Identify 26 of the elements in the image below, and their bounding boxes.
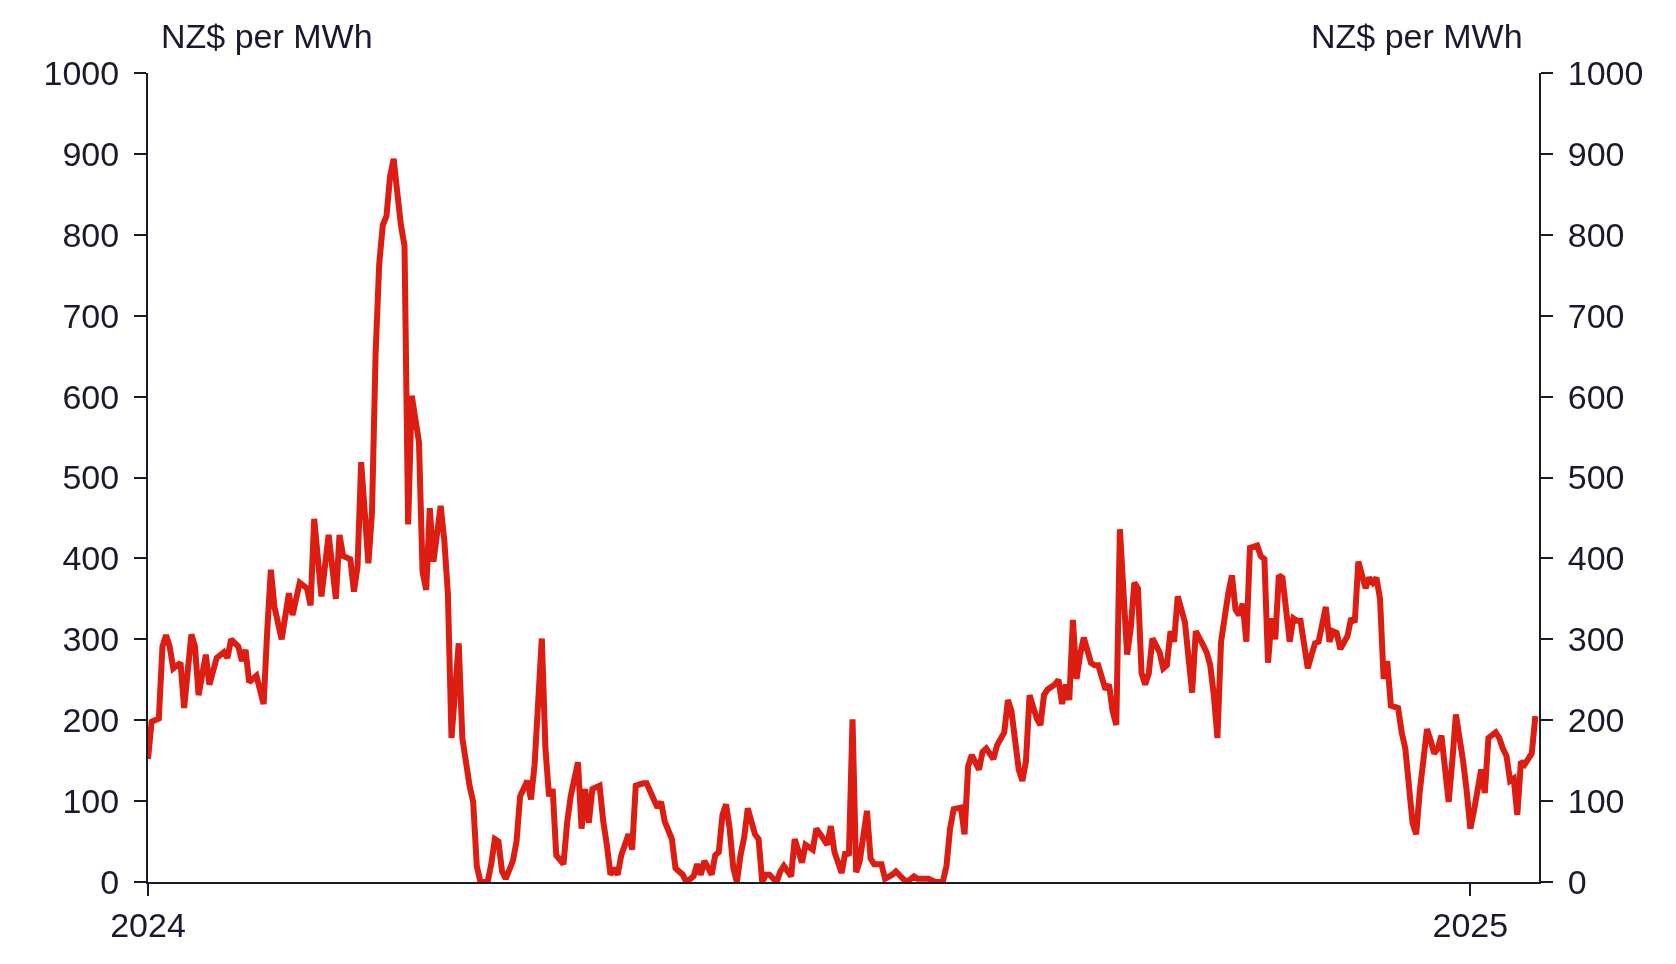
y-tick-label: 800	[62, 215, 120, 254]
x-tick-label: 2024	[110, 905, 186, 944]
y2-tick-label: 1000	[1567, 53, 1644, 92]
y-tick-label: 700	[62, 296, 120, 335]
y2-tick-label: 800	[1567, 215, 1625, 254]
y2-axis-title: NZ$ per MWh	[1311, 17, 1523, 55]
y2-tick-label: 500	[1567, 458, 1625, 497]
y-tick-label: 600	[62, 377, 120, 416]
y2-tick-label: 300	[1567, 620, 1625, 659]
y-tick-label: 200	[62, 701, 120, 740]
y-tick-label: 400	[62, 539, 120, 578]
y-tick-label: 500	[62, 458, 120, 497]
y2-tick-label: 200	[1567, 701, 1625, 740]
y2-tick-label: 0	[1567, 862, 1587, 901]
y-tick-label: 900	[62, 134, 120, 173]
y-axis-title: NZ$ per MWh	[161, 17, 373, 55]
y2-tick-label: 900	[1567, 134, 1625, 173]
y-tick-label: 0	[100, 862, 120, 901]
y-tick-label: 1000	[43, 53, 120, 92]
y-tick-label: 100	[62, 782, 120, 820]
y2-tick-label: 700	[1567, 296, 1625, 335]
y2-tick-label: 100	[1567, 782, 1625, 820]
y2-tick-label: 400	[1567, 539, 1625, 578]
y-tick-label: 300	[62, 620, 120, 659]
x-tick-label: 2025	[1432, 905, 1509, 944]
y2-tick-label: 600	[1567, 377, 1625, 416]
